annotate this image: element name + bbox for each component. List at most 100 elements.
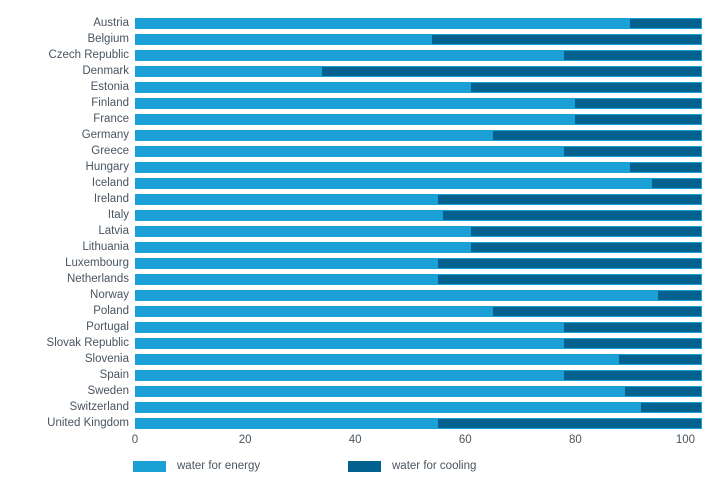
energy-bar-segment: [135, 209, 702, 221]
country-label: Czech Republic: [48, 49, 129, 61]
chart-row: Iceland: [0, 175, 725, 191]
cooling-bar-segment: [470, 242, 701, 252]
cooling-legend-label: water for cooling: [392, 460, 477, 472]
chart-row: Czech Republic: [0, 47, 725, 63]
chart-row: Germany: [0, 127, 725, 143]
cooling-bar-segment: [437, 274, 701, 284]
country-label: Ireland: [93, 193, 129, 205]
country-label: Slovenia: [84, 353, 129, 365]
chart-row: Estonia: [0, 79, 725, 95]
cooling-bar-segment: [624, 386, 701, 396]
energy-bar-segment: [135, 129, 702, 141]
energy-bar-segment: [135, 113, 702, 125]
country-label: Austria: [93, 17, 129, 29]
chart-row: Switzerland: [0, 399, 725, 415]
energy-bar-segment: [135, 97, 702, 109]
energy-legend-label: water for energy: [177, 460, 261, 472]
cooling-bar-segment: [575, 98, 701, 108]
chart-row: Greece: [0, 143, 725, 159]
country-label: Netherlands: [66, 273, 129, 285]
energy-bar-segment: [135, 65, 702, 77]
x-axis: 0 20 40 60 80 100: [131, 434, 702, 449]
x-axis-tick-label: 60: [458, 434, 472, 446]
energy-bar-segment: [135, 49, 702, 61]
cooling-bar-segment: [652, 178, 701, 188]
energy-bar-segment: [135, 145, 702, 157]
country-label: Switzerland: [69, 401, 129, 413]
country-label: Estonia: [90, 81, 129, 93]
chart-row: Austria: [0, 15, 725, 31]
chart-row: Italy: [0, 207, 725, 223]
chart-row: Portugal: [0, 319, 725, 335]
legend: water for energy water for cooling: [0, 459, 725, 475]
energy-bar-segment: [135, 177, 702, 189]
cooling-bar-segment: [443, 210, 701, 220]
energy-bar-segment: [135, 193, 702, 205]
cooling-bar-segment: [564, 146, 701, 156]
energy-bar-segment: [135, 417, 702, 429]
cooling-bar-segment: [641, 402, 701, 412]
energy-bar-segment: [135, 337, 702, 349]
cooling-bar-segment: [492, 130, 701, 140]
chart-row: United Kingdom: [0, 415, 725, 431]
x-axis-tick-label: 80: [568, 434, 582, 446]
cooling-bar-segment: [619, 354, 701, 364]
country-label: Lithuania: [82, 241, 129, 253]
country-label: Belgium: [87, 33, 129, 45]
energy-bar-segment: [135, 33, 702, 45]
cooling-bar-segment: [322, 66, 701, 76]
cooling-bar-segment: [657, 290, 701, 300]
country-label: Poland: [93, 305, 129, 317]
chart-row: Ireland: [0, 191, 725, 207]
cooling-bar-segment: [437, 418, 701, 428]
country-label: Portugal: [86, 321, 129, 333]
legend-item-cooling: water for cooling: [348, 459, 476, 473]
energy-bar-segment: [135, 17, 702, 29]
chart-row: Belgium: [0, 31, 725, 47]
x-axis-tick-label: 0: [131, 434, 139, 446]
cooling-bar-segment: [470, 82, 701, 92]
energy-bar-segment: [135, 225, 702, 237]
energy-bar-segment: [135, 257, 702, 269]
cooling-bar-segment: [564, 322, 701, 332]
country-label: Hungary: [85, 161, 129, 173]
country-label: Luxembourg: [65, 257, 129, 269]
x-axis-tick-label: 40: [348, 434, 362, 446]
cooling-bar-segment: [564, 370, 701, 380]
chart-row: Denmark: [0, 63, 725, 79]
energy-bar-segment: [135, 401, 702, 413]
legend-item-energy: water for energy: [133, 459, 260, 473]
chart-row: Norway: [0, 287, 725, 303]
country-label: Germany: [81, 129, 129, 141]
country-label: Italy: [107, 209, 129, 221]
chart-rows: Austria Belgium Czech Republic Denmark Eston…: [0, 15, 725, 431]
chart-row: Netherlands: [0, 271, 725, 287]
chart-row: Hungary: [0, 159, 725, 175]
x-axis-tick-label: 20: [238, 434, 252, 446]
cooling-bar-segment: [437, 258, 701, 268]
country-label: Slovak Republic: [46, 337, 129, 349]
cooling-bar-segment: [432, 34, 701, 44]
chart-row: Luxembourg: [0, 255, 725, 271]
country-label: Iceland: [91, 177, 129, 189]
energy-bar-segment: [135, 273, 702, 285]
cooling-bar-segment: [437, 194, 701, 204]
x-axis-tick-label: 100: [675, 434, 696, 446]
cooling-legend-swatch: [348, 460, 381, 472]
energy-bar-segment: [135, 305, 702, 317]
chart-row: Latvia: [0, 223, 725, 239]
energy-bar-segment: [135, 321, 702, 333]
cooling-bar-segment: [630, 18, 701, 28]
energy-bar-segment: [135, 81, 702, 93]
cooling-bar-segment: [564, 338, 701, 348]
country-label: Sweden: [87, 385, 129, 397]
country-label: Spain: [99, 369, 129, 381]
cooling-bar-segment: [564, 50, 701, 60]
cooling-bar-segment: [470, 226, 701, 236]
cooling-bar-segment: [630, 162, 701, 172]
cooling-bar-segment: [492, 306, 701, 316]
chart-row: Sweden: [0, 383, 725, 399]
chart-row: Lithuania: [0, 239, 725, 255]
country-label: United Kingdom: [47, 417, 129, 429]
